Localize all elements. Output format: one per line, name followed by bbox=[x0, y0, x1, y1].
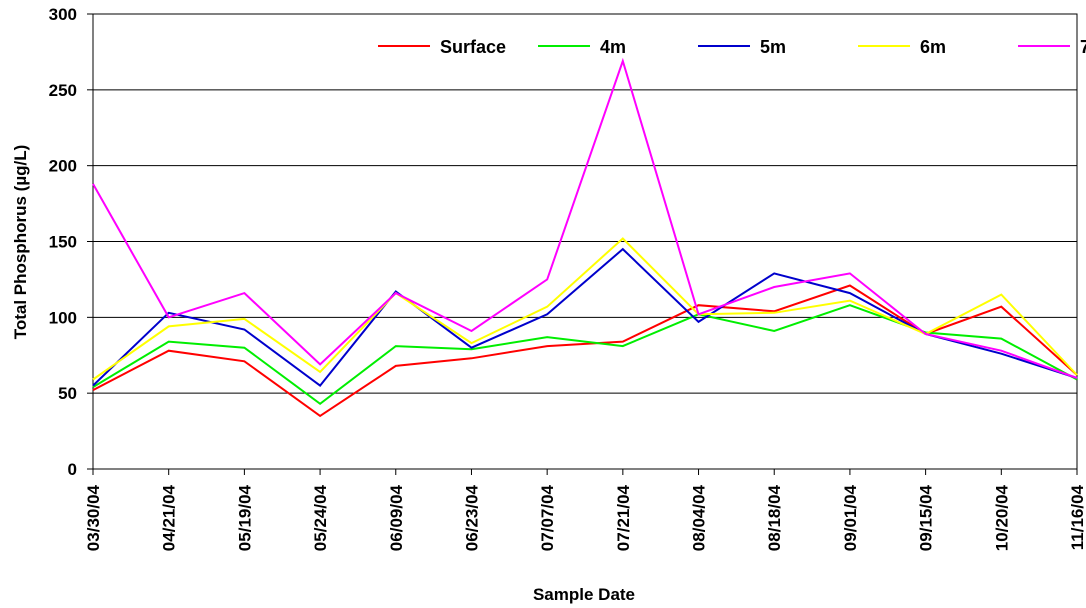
x-tick-label: 09/15/04 bbox=[917, 484, 936, 551]
x-tick-label: 05/19/04 bbox=[235, 484, 254, 551]
legend-label-7m: 7m bbox=[1080, 37, 1086, 57]
series-line-5m bbox=[92, 247, 1078, 387]
series-line-6m bbox=[92, 237, 1078, 381]
x-tick-label: 08/04/04 bbox=[690, 484, 709, 551]
x-tick-label: 10/20/04 bbox=[992, 484, 1011, 551]
gridlines bbox=[93, 13, 1077, 470]
x-tick-label: 04/21/04 bbox=[160, 484, 179, 551]
x-tick-label: 06/23/04 bbox=[462, 484, 481, 551]
series-line-7m bbox=[92, 57, 1078, 379]
y-tick-label: 300 bbox=[49, 5, 77, 24]
y-tick-label: 200 bbox=[49, 157, 77, 176]
x-tick-label: 07/21/04 bbox=[614, 484, 633, 551]
legend-label-4m: 4m bbox=[600, 37, 626, 57]
y-tick-labels: 0 50 100 150 200 250 300 bbox=[49, 5, 77, 479]
y-tick-label: 150 bbox=[49, 233, 77, 252]
x-tick-label: 05/24/04 bbox=[311, 484, 330, 551]
x-tick-labels: 03/30/04 04/21/04 05/19/04 05/24/04 06/09/04… bbox=[84, 484, 1086, 551]
y-tick-label: 250 bbox=[49, 81, 77, 100]
x-tick-label: 06/09/04 bbox=[387, 484, 406, 551]
y-tick-label: 50 bbox=[58, 384, 77, 403]
y-axis-title: Total Phosphorus (µg/L) bbox=[11, 145, 30, 340]
x-tick-label: 09/01/04 bbox=[841, 484, 860, 551]
x-tick-label: 08/18/04 bbox=[765, 484, 784, 551]
x-axis-title: Sample Date bbox=[533, 585, 635, 604]
y-tick-label: 100 bbox=[49, 308, 77, 327]
legend-label-5m: 5m bbox=[760, 37, 786, 57]
x-tick-label: 07/07/04 bbox=[538, 484, 557, 551]
series-lines bbox=[92, 57, 1078, 418]
x-tick-label: 11/16/04 bbox=[1068, 484, 1086, 550]
plot-area-frame bbox=[92, 13, 1078, 470]
legend-label-surface: Surface bbox=[440, 37, 506, 57]
y-tick-label: 0 bbox=[68, 460, 77, 479]
axes bbox=[87, 13, 1078, 475]
series-line-surface bbox=[92, 284, 1078, 418]
legend-label-6m: 6m bbox=[920, 37, 946, 57]
x-tick-label: 03/30/04 bbox=[84, 484, 103, 551]
legend: Surface 4m 5m 6m 7m bbox=[378, 37, 1086, 57]
